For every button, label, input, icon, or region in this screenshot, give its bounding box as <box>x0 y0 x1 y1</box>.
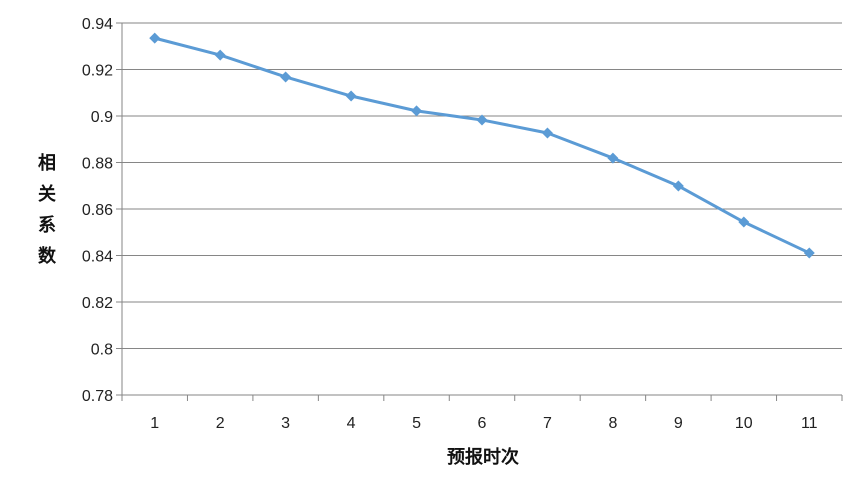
data-point-marker <box>803 247 815 259</box>
y-tick-label: 0.88 <box>82 156 113 173</box>
data-point-marker <box>541 127 553 139</box>
series <box>149 32 815 259</box>
data-point-marker <box>214 49 226 61</box>
y-tick-label: 0.9 <box>91 109 113 126</box>
y-tick-label: 0.92 <box>82 63 113 80</box>
axes <box>116 22 843 401</box>
y-tick-labels: 0.78 0.8 0.82 0.84 0.86 0.88 0.9 0.92 0.94 <box>82 16 113 405</box>
x-tick-label: 7 <box>543 415 552 432</box>
y-axis-title: 相关系数 <box>35 153 56 277</box>
x-tick-label: 11 <box>801 415 818 432</box>
x-tick-label: 5 <box>412 415 421 432</box>
y-tick-label: 0.86 <box>82 202 113 219</box>
x-tick-labels: 1 2 3 4 5 6 7 8 9 10 11 <box>150 415 817 432</box>
x-tick-label: 3 <box>281 415 290 432</box>
y-tick-label: 0.84 <box>82 249 113 266</box>
data-point-marker <box>411 105 423 117</box>
y-tick-label: 0.82 <box>82 295 113 312</box>
data-point-marker <box>345 90 357 102</box>
x-axis-title: 预报时次 <box>447 446 519 468</box>
x-tick-label: 1 <box>150 415 159 432</box>
series-line <box>154 36 810 255</box>
data-point-marker <box>149 32 161 44</box>
x-tick-label: 2 <box>216 415 225 432</box>
x-tick-label: 9 <box>674 415 683 432</box>
x-tick-label: 6 <box>478 415 487 432</box>
y-tick-label: 0.8 <box>91 342 113 359</box>
x-tick-label: 4 <box>347 415 356 432</box>
x-tick-label: 10 <box>735 415 753 432</box>
data-point-marker <box>607 152 619 164</box>
data-point-marker <box>738 216 750 228</box>
data-point-marker <box>672 180 684 192</box>
data-point-marker <box>280 71 292 83</box>
y-tick-label: 0.78 <box>82 388 113 405</box>
y-tick-label: 0.94 <box>82 16 113 33</box>
x-tick-label: 8 <box>608 415 617 432</box>
gridlines <box>122 22 842 349</box>
data-point-marker <box>476 114 488 126</box>
